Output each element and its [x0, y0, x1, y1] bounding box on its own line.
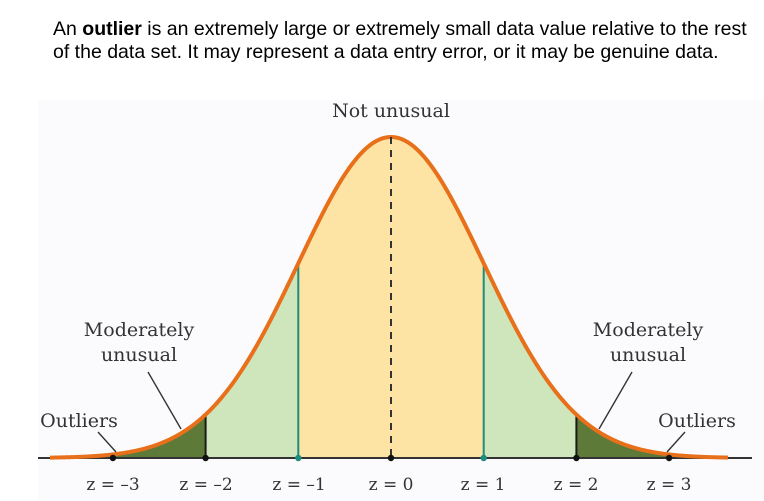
normal-curve	[49, 135, 729, 460]
z-tick-1	[480, 454, 487, 462]
intro-pre: An	[53, 18, 83, 40]
z-label-2: z = 2	[554, 475, 599, 495]
outlier-fill-left	[50, 414, 206, 458]
outliers-right-pointer	[666, 431, 686, 453]
moderate-left-pointer	[147, 371, 182, 430]
z-tick-neg3	[109, 454, 117, 462]
z-label-neg2: z = –2	[179, 475, 232, 495]
std-dev-lines	[204, 263, 578, 458]
intro-term: outlier	[82, 18, 142, 40]
label-outliers-left: Outliers	[40, 410, 118, 432]
z-tick-2	[573, 454, 580, 462]
z-tick-0	[387, 454, 395, 462]
z-label-1: z = 1	[461, 475, 506, 495]
region-fills	[50, 137, 728, 458]
z-tick-neg1	[295, 454, 302, 462]
intro-post: is an extremely large or extremely small…	[53, 18, 747, 63]
outliers-left-pointer	[97, 431, 117, 453]
z-tick-marks	[109, 454, 673, 462]
z-label-neg3: z = –3	[86, 475, 139, 495]
label-moderate-right-line1: Moderately	[593, 319, 704, 341]
label-moderate-left-line2: unusual	[101, 344, 177, 366]
z-tick-labels: z = –3 z = –2 z = –1 z = 0 z = 1 z = 2 z…	[86, 475, 691, 495]
label-not-unusual: Not unusual	[332, 100, 450, 122]
outlier-fill-right	[576, 414, 728, 458]
label-moderate-left-line1: Moderately	[84, 319, 195, 341]
moderate-right-pointer	[598, 371, 633, 430]
label-outliers-right: Outliers	[658, 410, 736, 432]
label-moderate-right-line2: unusual	[610, 344, 686, 366]
z-tick-neg2	[202, 454, 209, 462]
intro-text: An outlier is an extremely large or extr…	[53, 18, 753, 64]
z-label-0: z = 0	[369, 475, 414, 495]
z-label-3: z = 3	[647, 475, 692, 495]
z-label-neg1: z = –1	[272, 475, 325, 495]
z-tick-3	[665, 454, 673, 462]
